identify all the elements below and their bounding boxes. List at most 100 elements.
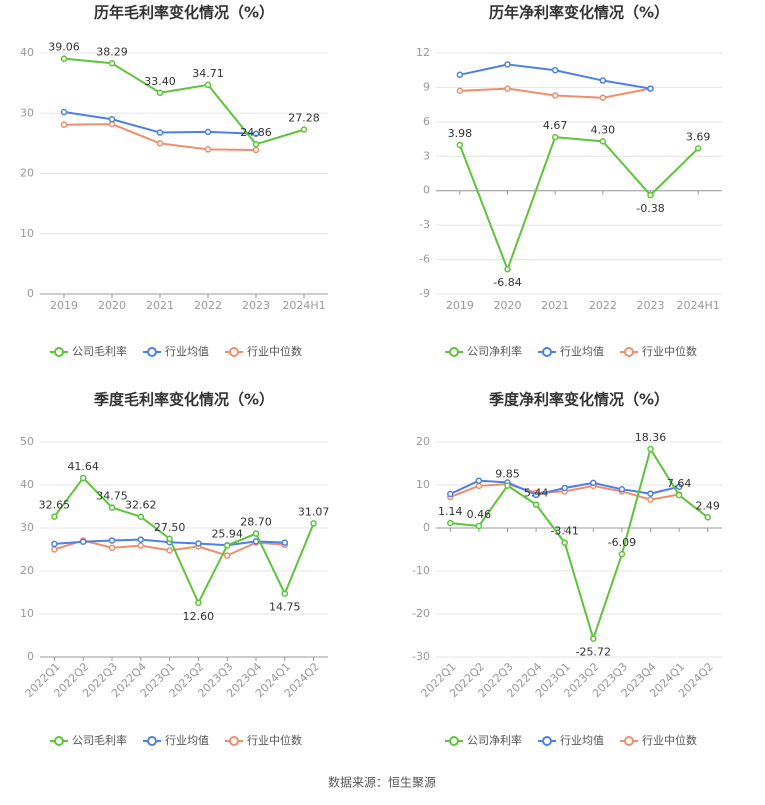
data-label: 34.75 bbox=[96, 490, 128, 503]
legend-item: 公司净利率 bbox=[445, 344, 522, 358]
data-point bbox=[223, 552, 231, 559]
data-point bbox=[590, 635, 597, 642]
data-point bbox=[618, 486, 626, 493]
data-point bbox=[675, 491, 683, 499]
legend-label: 行业中位数 bbox=[642, 733, 697, 747]
data-point bbox=[252, 140, 260, 148]
y-tick-label: 20 bbox=[20, 167, 34, 180]
data-point bbox=[51, 540, 58, 548]
x-tick-label: 2024H1 bbox=[677, 299, 720, 312]
y-tick-label: 20 bbox=[416, 435, 430, 448]
legend: 公司毛利率 行业均值 行业中位数 bbox=[50, 344, 302, 358]
x-tick-label: 2020 bbox=[98, 299, 126, 312]
y-tick-label: 6 bbox=[423, 115, 430, 128]
data-point bbox=[51, 513, 58, 520]
data-point bbox=[532, 491, 540, 499]
series-line-company bbox=[63, 57, 305, 146]
data-point bbox=[204, 146, 212, 153]
y-tick-label: 40 bbox=[20, 478, 34, 491]
legend-marker bbox=[624, 347, 634, 357]
data-label: 32.65 bbox=[39, 499, 71, 512]
data-label: 32.62 bbox=[125, 499, 157, 512]
legend-item: 行业均值 bbox=[143, 345, 209, 358]
source-note: 数据来源：恒生聚源 bbox=[328, 775, 436, 790]
data-label: 4.67 bbox=[543, 119, 568, 132]
legend-item: 行业均值 bbox=[538, 345, 604, 358]
chart-panel-2: 历年净利率变化情况（%） -9 -6 -3 0 3 6 9 12 2019 2020 2021 2022… bbox=[416, 4, 722, 358]
data-point bbox=[704, 514, 711, 521]
legend-label: 公司净利率 bbox=[467, 733, 522, 747]
y-tick-label: 0 bbox=[27, 650, 34, 663]
data-label: -25.72 bbox=[576, 646, 611, 659]
data-label: -6.09 bbox=[608, 536, 636, 549]
data-label: 9.85 bbox=[495, 468, 520, 481]
data-point bbox=[137, 542, 145, 549]
x-tick-label: 2021 bbox=[541, 299, 569, 312]
legend-marker bbox=[54, 347, 64, 357]
legend: 公司净利率 行业均值 行业中位数 bbox=[445, 344, 697, 358]
data-point bbox=[60, 55, 68, 62]
chart-title: 季度净利率变化情况（%） bbox=[489, 391, 669, 409]
data-label: -0.38 bbox=[636, 202, 664, 215]
data-point bbox=[252, 146, 260, 154]
data-point bbox=[504, 61, 511, 68]
y-tick-label: -9 bbox=[419, 287, 430, 300]
data-point bbox=[137, 513, 145, 520]
data-point bbox=[166, 547, 173, 554]
data-point bbox=[281, 590, 289, 597]
data-label: 27.50 bbox=[154, 521, 186, 534]
y-tick-label: 40 bbox=[20, 46, 34, 59]
data-label: 5.44 bbox=[524, 487, 549, 500]
legend-marker bbox=[147, 736, 157, 746]
y-tick-label: -10 bbox=[412, 564, 430, 577]
chart-title: 历年净利率变化情况（%） bbox=[489, 4, 669, 22]
y-tick-label: 10 bbox=[20, 607, 34, 620]
data-label: 3.69 bbox=[686, 130, 711, 143]
data-point bbox=[647, 85, 654, 92]
data-point bbox=[204, 128, 212, 136]
data-point bbox=[647, 191, 654, 199]
data-label: 28.70 bbox=[240, 516, 272, 529]
data-label: 34.71 bbox=[192, 67, 224, 80]
legend-item: 公司净利率 bbox=[445, 733, 522, 747]
legend-marker bbox=[449, 736, 459, 746]
chart-panel-1: 历年毛利率变化情况（%） 0 10 20 30 40 2019 2020 2021 2022 202… bbox=[20, 4, 328, 358]
data-point bbox=[108, 537, 116, 544]
y-tick-label: -6 bbox=[419, 253, 430, 266]
data-point bbox=[51, 546, 58, 553]
y-tick-label: 9 bbox=[423, 80, 430, 93]
data-label: 4.30 bbox=[591, 123, 616, 136]
legend-marker bbox=[229, 347, 239, 357]
data-point bbox=[204, 81, 212, 89]
data-point bbox=[551, 66, 559, 74]
y-tick-label: -30 bbox=[412, 650, 430, 663]
data-label: 0.46 bbox=[467, 508, 492, 521]
series-line-company bbox=[53, 476, 315, 604]
data-point bbox=[108, 116, 116, 123]
data-label: 31.07 bbox=[298, 505, 330, 518]
legend-marker bbox=[449, 347, 459, 357]
data-label: 12.60 bbox=[183, 610, 215, 623]
data-point bbox=[456, 71, 464, 79]
data-point bbox=[195, 599, 202, 607]
legend-item: 行业中位数 bbox=[620, 733, 697, 747]
y-tick-label: 12 bbox=[416, 46, 430, 59]
legend-label: 公司毛利率 bbox=[72, 733, 127, 747]
chart-panel-3: 季度毛利率变化情况（%）010203040502022Q12022Q22022Q… bbox=[20, 391, 329, 748]
data-point bbox=[137, 536, 145, 543]
data-point bbox=[281, 539, 289, 546]
y-tick-label: 30 bbox=[20, 106, 34, 119]
data-point bbox=[310, 520, 317, 527]
data-point bbox=[590, 479, 597, 487]
legend-item: 行业均值 bbox=[143, 734, 209, 747]
y-tick-label: 20 bbox=[20, 564, 34, 577]
data-point bbox=[447, 519, 454, 527]
data-point bbox=[156, 89, 164, 97]
legend-label: 行业均值 bbox=[560, 734, 604, 747]
data-label: 18.36 bbox=[635, 431, 667, 444]
legend-label: 公司净利率 bbox=[467, 344, 522, 358]
data-point bbox=[447, 490, 454, 498]
data-point bbox=[475, 482, 483, 490]
